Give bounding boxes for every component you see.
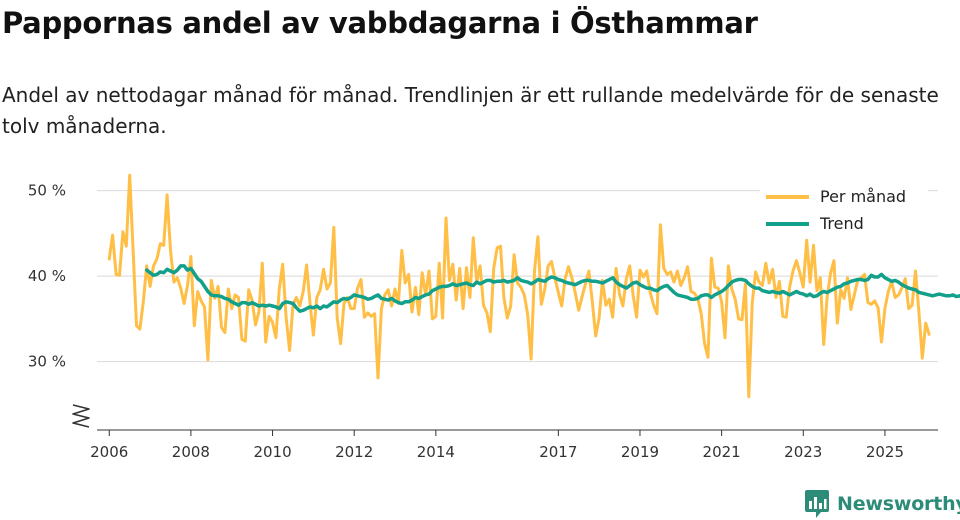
x-tick-label-2025: 2025 (866, 443, 904, 461)
axis-break-icon (72, 404, 90, 428)
series-line-trend (144, 264, 960, 313)
x-tick-label-2017: 2017 (539, 443, 577, 461)
chart-subtitle: Andel av nettodagar månad för månad. Tre… (2, 83, 939, 138)
chart-title: Pappornas andel av vabbdagarna i Östhamm… (2, 6, 758, 40)
y-tick-label-50: 50 % (28, 182, 66, 200)
legend-label-trend: Trend (819, 214, 864, 233)
x-tick-label-2021: 2021 (703, 443, 741, 461)
x-tick-label-2010: 2010 (253, 443, 291, 461)
y-tick-labels: 30 % 40 % 50 % (28, 182, 66, 371)
y-tick-label-40: 40 % (28, 267, 66, 285)
x-ticks: 2006 2008 2010 2012 2014 2017 2019 2021 2023 2025 (90, 430, 904, 461)
x-tick-label-2008: 2008 (172, 443, 210, 461)
x-tick-label-2019: 2019 (621, 443, 659, 461)
legend: Per månad Trend (760, 180, 928, 236)
legend-label-per-manad: Per månad (820, 187, 906, 206)
x-tick-label-2023: 2023 (784, 443, 822, 461)
legend-background (760, 180, 928, 236)
bar-chart-logo-icon (805, 490, 829, 518)
series-lines (107, 173, 960, 399)
x-tick-label-2012: 2012 (335, 443, 373, 461)
y-tick-label-30: 30 % (28, 353, 66, 371)
brand-name: Newsworthy (837, 493, 960, 515)
x-tick-label-2014: 2014 (417, 443, 455, 461)
series-line-per-manad (107, 173, 931, 399)
axes (72, 404, 938, 431)
newsworthy-logo: Newsworthy (804, 489, 960, 519)
x-tick-label-2006: 2006 (90, 443, 128, 461)
